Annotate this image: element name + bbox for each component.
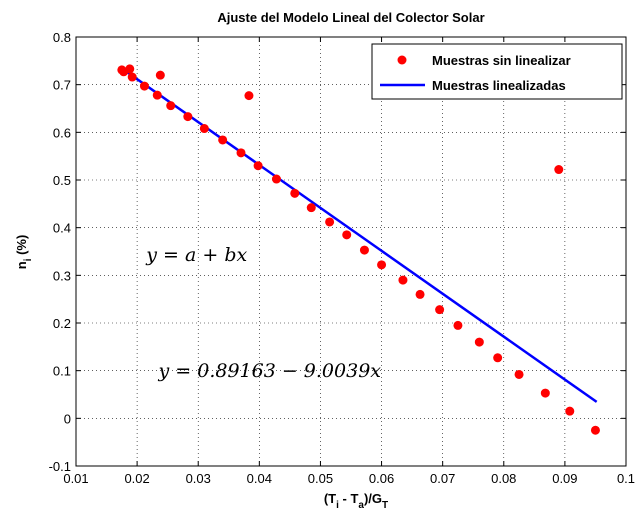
data-point: [155, 70, 165, 80]
x-tick-label: 0.01: [63, 471, 88, 486]
data-point: [127, 72, 137, 82]
data-point: [199, 124, 209, 134]
y-tick-label: -0.1: [49, 459, 71, 474]
data-point: [218, 135, 228, 145]
x-axis-label: (Ti - Ta)/GT: [324, 491, 388, 511]
x-tick-label: 0.03: [186, 471, 211, 486]
y-tick-label: 0.6: [53, 125, 71, 140]
x-axis-label-part: - T: [339, 491, 359, 506]
data-point: [183, 112, 193, 122]
data-point: [514, 369, 524, 379]
x-axis-label-part: )/G: [364, 491, 382, 506]
data-point: [236, 148, 246, 158]
x-tick-label: 0.1: [617, 471, 635, 486]
data-point: [359, 245, 369, 255]
x-tick-label: 0.09: [552, 471, 577, 486]
data-point: [342, 230, 352, 240]
data-point: [415, 289, 425, 299]
annotation-fitted-equation: y = 0.89163 − 9.0039x: [158, 360, 382, 382]
x-tick-label: 0.05: [308, 471, 333, 486]
data-point: [474, 337, 484, 347]
x-axis: 0.01 0.02 0.03 0.04 0.05 0.06 0.07 0.08 0.09 0.1: [63, 37, 635, 486]
legend-label-samples: Muestras sin linealizar: [432, 53, 571, 68]
y-tick-label: 0: [64, 411, 71, 426]
legend: Muestras sin linealizar Muestras lineali…: [371, 43, 623, 100]
data-point: [166, 101, 176, 111]
y-tick-label: 0.7: [53, 78, 71, 93]
data-point: [139, 81, 149, 91]
x-tick-label: 0.07: [430, 471, 455, 486]
annotation-general-equation: y = a + bx: [145, 244, 247, 266]
data-point: [290, 188, 300, 198]
y-tick-label: 0.3: [53, 268, 71, 283]
legend-marker-samples: [397, 55, 407, 65]
sample-points-series: [117, 64, 600, 435]
data-point: [377, 260, 387, 270]
data-point: [493, 353, 503, 363]
y-tick-label: 0.4: [53, 221, 71, 236]
x-axis-label-part: (T: [324, 491, 336, 506]
x-tick-label: 0.08: [491, 471, 516, 486]
y-axis-label-part: (%): [14, 235, 29, 259]
data-point: [398, 275, 408, 285]
data-point: [453, 320, 463, 330]
x-axis-label-sub: i: [336, 500, 339, 511]
y-axis-label-sub: i: [23, 258, 34, 261]
legend-box: [371, 43, 623, 100]
data-point: [244, 91, 254, 101]
data-point: [152, 90, 162, 100]
chart-title: Ajuste del Modelo Lineal del Colector So…: [217, 10, 484, 25]
plot-area-border: [75, 36, 627, 467]
data-point: [253, 161, 263, 171]
x-tick-label: 0.06: [369, 471, 394, 486]
data-point: [540, 388, 550, 398]
y-axis-label: ni (%): [14, 235, 34, 270]
y-tick-label: 0.1: [53, 364, 71, 379]
fit-line-series: [121, 67, 598, 403]
x-axis-label-sub: a: [358, 500, 364, 511]
y-axis: -0.1 0 0.1 0.2 0.3 0.4 0.5 0.6 0.7 0.8: [49, 30, 626, 474]
legend-label-fit: Muestras linealizadas: [432, 78, 566, 93]
x-axis-label-sub: T: [382, 500, 388, 511]
data-point: [554, 165, 564, 175]
y-axis-label-part: n: [14, 261, 29, 269]
x-tick-label: 0.04: [247, 471, 272, 486]
data-point: [125, 64, 135, 74]
y-tick-label: 0.2: [53, 316, 71, 331]
data-point: [325, 217, 335, 227]
data-point: [271, 174, 281, 184]
fit-line: [121, 67, 598, 403]
y-tick-label: 0.5: [53, 173, 71, 188]
data-point: [306, 203, 316, 213]
y-tick-label: 0.8: [53, 30, 71, 45]
data-point: [590, 425, 600, 435]
data-point: [435, 305, 445, 315]
data-point: [565, 406, 575, 416]
x-tick-label: 0.02: [124, 471, 149, 486]
